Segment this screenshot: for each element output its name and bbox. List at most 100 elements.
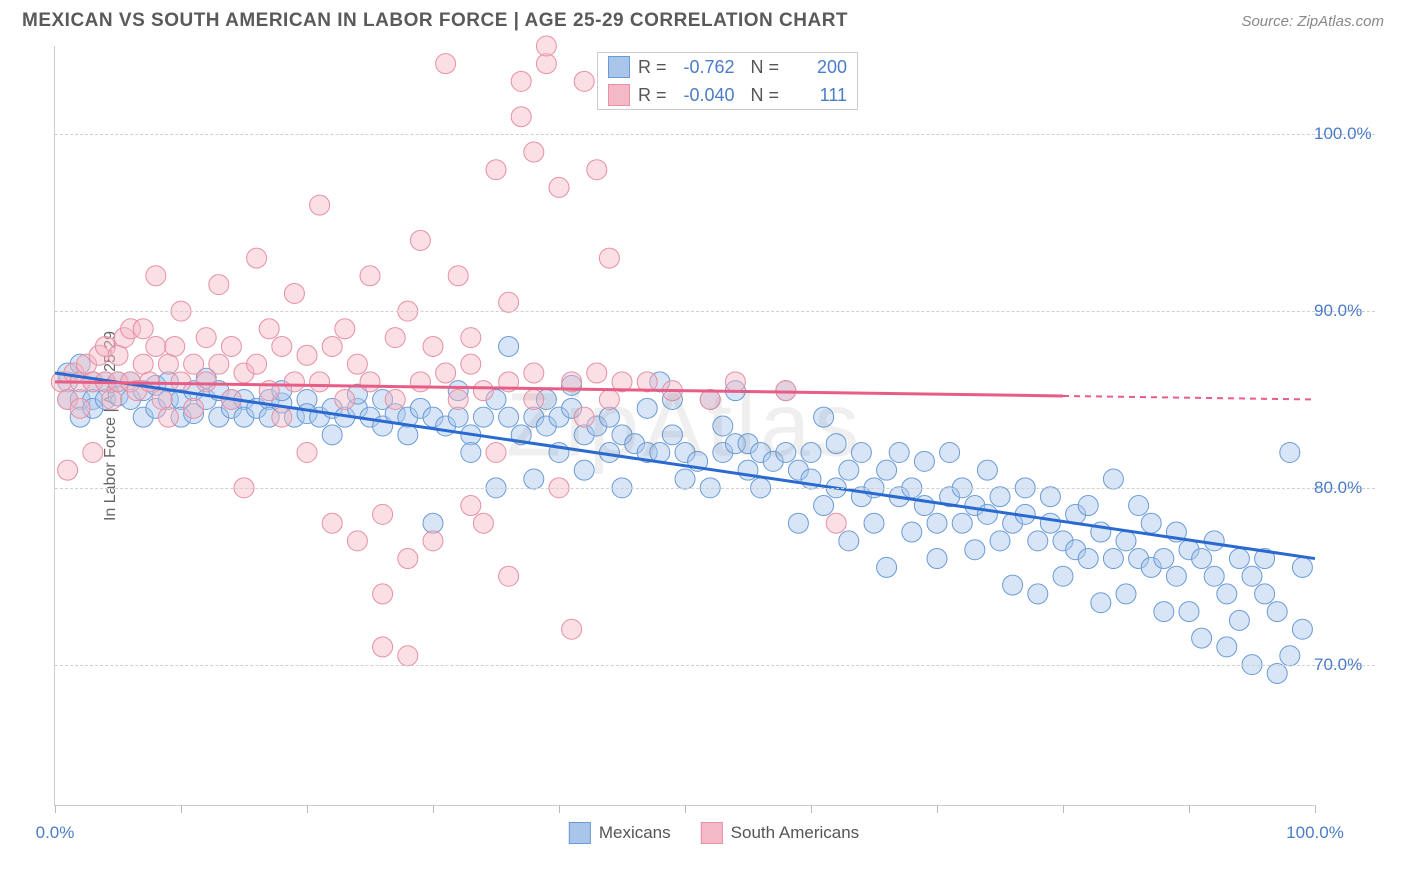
data-point	[1078, 549, 1098, 569]
x-tick-label: 0.0%	[36, 823, 75, 843]
data-point	[448, 389, 468, 409]
data-point	[486, 443, 506, 463]
data-point	[196, 372, 216, 392]
data-point	[1204, 566, 1224, 586]
data-point	[1255, 584, 1275, 604]
gridline	[55, 665, 1375, 666]
x-tick	[685, 805, 686, 813]
gridline	[55, 311, 1375, 312]
data-point	[662, 425, 682, 445]
x-tick	[1189, 805, 1190, 813]
data-point	[158, 354, 178, 374]
data-point	[1040, 513, 1060, 533]
data-point	[877, 460, 897, 480]
legend-label: South Americans	[731, 823, 860, 843]
data-point	[171, 372, 191, 392]
data-point	[385, 389, 405, 409]
x-tick	[55, 805, 56, 813]
data-point	[1091, 593, 1111, 613]
data-point	[1280, 443, 1300, 463]
stat-r-value: -0.040	[675, 85, 735, 106]
data-point	[221, 336, 241, 356]
data-point	[398, 646, 418, 666]
data-point	[247, 354, 267, 374]
x-tick	[1315, 805, 1316, 813]
data-point	[1242, 566, 1262, 586]
plot-area: ZipAtlas R =-0.762N =200R =-0.040N =111 …	[54, 46, 1314, 806]
chart-title: MEXICAN VS SOUTH AMERICAN IN LABOR FORCE…	[22, 10, 848, 32]
data-point	[1116, 531, 1136, 551]
data-point	[1003, 575, 1023, 595]
y-tick-label: 90.0%	[1314, 301, 1374, 321]
data-point	[1053, 566, 1073, 586]
y-tick-label: 70.0%	[1314, 655, 1374, 675]
data-point	[549, 177, 569, 197]
data-point	[1129, 496, 1149, 516]
data-point	[1280, 646, 1300, 666]
data-point	[1103, 469, 1123, 489]
data-point	[461, 354, 481, 374]
data-point	[196, 328, 216, 348]
data-point	[152, 389, 172, 409]
data-point	[562, 619, 582, 639]
data-point	[322, 425, 342, 445]
data-point	[587, 160, 607, 180]
data-point	[524, 469, 544, 489]
data-point	[599, 407, 619, 427]
legend-stats-row: R =-0.040N =111	[598, 81, 857, 109]
data-point	[1028, 584, 1048, 604]
data-point	[473, 407, 493, 427]
stat-r-value: -0.762	[675, 57, 735, 78]
data-point	[322, 336, 342, 356]
data-point	[1040, 487, 1060, 507]
source-label: Source: ZipAtlas.com	[1241, 13, 1384, 30]
data-point	[146, 266, 166, 286]
legend-stats-box: R =-0.762N =200R =-0.040N =111	[597, 52, 858, 110]
data-point	[1267, 663, 1287, 683]
stat-n-label: N =	[751, 85, 780, 106]
gridline	[55, 488, 1375, 489]
data-point	[335, 319, 355, 339]
data-point	[889, 443, 909, 463]
data-point	[902, 522, 922, 542]
data-point	[1217, 584, 1237, 604]
data-point	[473, 381, 493, 401]
data-point	[486, 160, 506, 180]
data-point	[914, 451, 934, 471]
data-point	[1078, 496, 1098, 516]
data-point	[977, 460, 997, 480]
data-point	[511, 71, 531, 91]
x-tick	[433, 805, 434, 813]
data-point	[524, 389, 544, 409]
data-point	[826, 434, 846, 454]
data-point	[927, 513, 947, 533]
data-point	[247, 248, 267, 268]
data-point	[373, 584, 393, 604]
data-point	[209, 275, 229, 295]
data-point	[814, 496, 834, 516]
data-point	[297, 345, 317, 365]
x-tick	[811, 805, 812, 813]
gridline	[55, 134, 1375, 135]
data-point	[436, 363, 456, 383]
data-point	[1116, 584, 1136, 604]
data-point	[587, 363, 607, 383]
data-point	[1229, 549, 1249, 569]
data-point	[473, 513, 493, 533]
data-point	[788, 513, 808, 533]
data-point	[360, 372, 380, 392]
data-point	[158, 407, 178, 427]
data-point	[398, 549, 418, 569]
stat-r-label: R =	[638, 57, 667, 78]
data-point	[184, 398, 204, 418]
data-point	[58, 460, 78, 480]
data-point	[423, 513, 443, 533]
data-point	[536, 36, 556, 56]
legend-swatch	[569, 822, 591, 844]
data-point	[675, 469, 695, 489]
data-point	[1141, 513, 1161, 533]
legend-label: Mexicans	[599, 823, 671, 843]
data-point	[977, 504, 997, 524]
x-tick	[559, 805, 560, 813]
data-point	[1192, 628, 1212, 648]
